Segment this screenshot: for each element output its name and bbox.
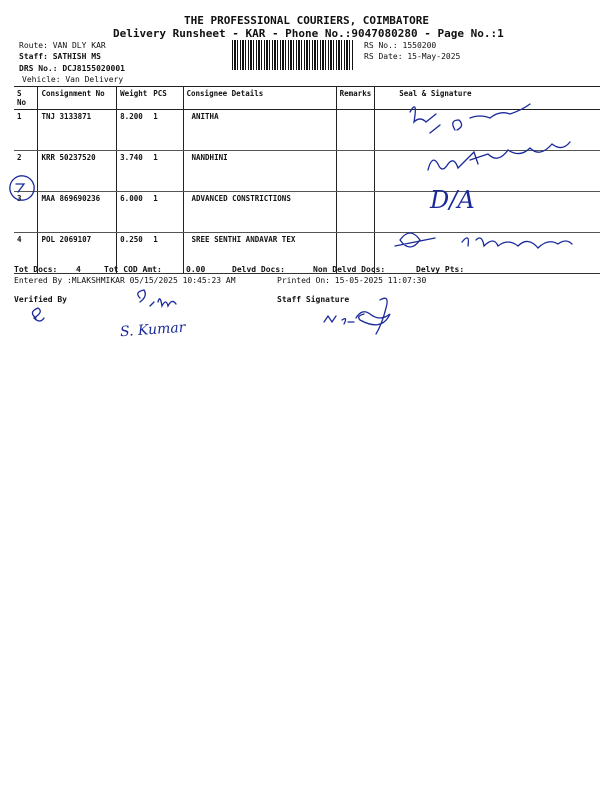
sno: 4 <box>14 232 38 274</box>
sno: 3 <box>14 191 38 233</box>
consignment-no: POL 2069107 <box>37 232 117 274</box>
delvd-docs: Delvd Docs: <box>232 265 285 274</box>
col-pcs: PCS <box>150 86 183 110</box>
route: Route: VAN DLY KAR <box>19 41 106 50</box>
col-seal-signature: Seal & Signature <box>374 86 600 110</box>
tot-docs: 4 <box>76 265 81 274</box>
pcs: 1 <box>150 109 183 151</box>
delvy-pts: Delvy Pts: <box>416 265 465 274</box>
consignment-no: MAA 869690236 <box>37 191 117 233</box>
weight: 0.250 <box>116 232 151 274</box>
tot-docs-label: Tot Docs: <box>14 265 58 274</box>
table-row: 2 KRR 50237520 3.740 1 NANDHINI <box>14 150 600 192</box>
runsheet-subtitle: Delivery Runsheet - KAR - Phone No.:9047… <box>113 27 504 40</box>
pcs: 1 <box>150 191 183 233</box>
rs-no: RS No.: 1550200 <box>364 41 437 50</box>
remarks <box>335 109 375 151</box>
seal-signature <box>374 191 600 233</box>
tot-cod-label: Tot COD Amt: <box>104 265 162 274</box>
consignee: NANDHINI <box>182 150 337 192</box>
entered-by: Entered By :MLAKSHMIKAR 05/15/2025 10:45… <box>14 276 236 285</box>
table-row: 4 POL 2069107 0.250 1 SREE SENTHI ANDAVA… <box>14 232 600 274</box>
consignment-no: KRR 50237520 <box>37 150 117 192</box>
consignee: ANITHA <box>182 109 337 151</box>
company-title: THE PROFESSIONAL COURIERS, COIMBATORE <box>184 14 430 27</box>
weight: 6.000 <box>116 191 151 233</box>
col-remarks: Remarks <box>335 86 375 110</box>
consignment-no: TNJ 3133871 <box>37 109 117 151</box>
col-consignee: Consignee Details <box>182 86 337 110</box>
pcs: 1 <box>150 232 183 274</box>
non-delvd-docs: Non Delvd Docs: <box>313 265 386 274</box>
weight: 3.740 <box>116 150 151 192</box>
drs-no: DRS No.: DCJ8155020001 <box>19 64 125 73</box>
handwritten-row3-da: D/A <box>430 186 475 214</box>
consignment-table: S No Consignment No Weight PCS Consignee… <box>14 86 600 274</box>
remarks <box>335 150 375 192</box>
seal-signature <box>374 232 600 274</box>
col-consignment: Consignment No <box>37 86 117 110</box>
consignee: ADVANCED CONSTRICTIONS <box>182 191 337 233</box>
printed-on: Printed On: 15-05-2025 11:07:30 <box>277 276 427 285</box>
barcode <box>232 40 354 70</box>
sno: 1 <box>14 109 38 151</box>
verified-by: Verified By <box>14 295 67 304</box>
table-row: 3 MAA 869690236 6.000 1 ADVANCED CONSTRI… <box>14 191 600 233</box>
col-sno: S No <box>14 86 38 110</box>
col-weight: Weight <box>116 86 151 110</box>
consignee: SREE SENTHI ANDAVAR TEX <box>182 232 337 274</box>
staff-signature: Staff Signature <box>277 295 350 304</box>
weight: 8.200 <box>116 109 151 151</box>
remarks <box>335 232 375 274</box>
tot-cod: 0.00 <box>186 265 206 274</box>
seal-signature <box>374 150 600 192</box>
vehicle: Vehicle: Van Delivery <box>22 75 124 84</box>
remarks <box>335 191 375 233</box>
pcs: 1 <box>150 150 183 192</box>
staff: Staff: SATHISH MS <box>19 52 101 61</box>
rs-date: RS Date: 15-May-2025 <box>364 52 461 61</box>
